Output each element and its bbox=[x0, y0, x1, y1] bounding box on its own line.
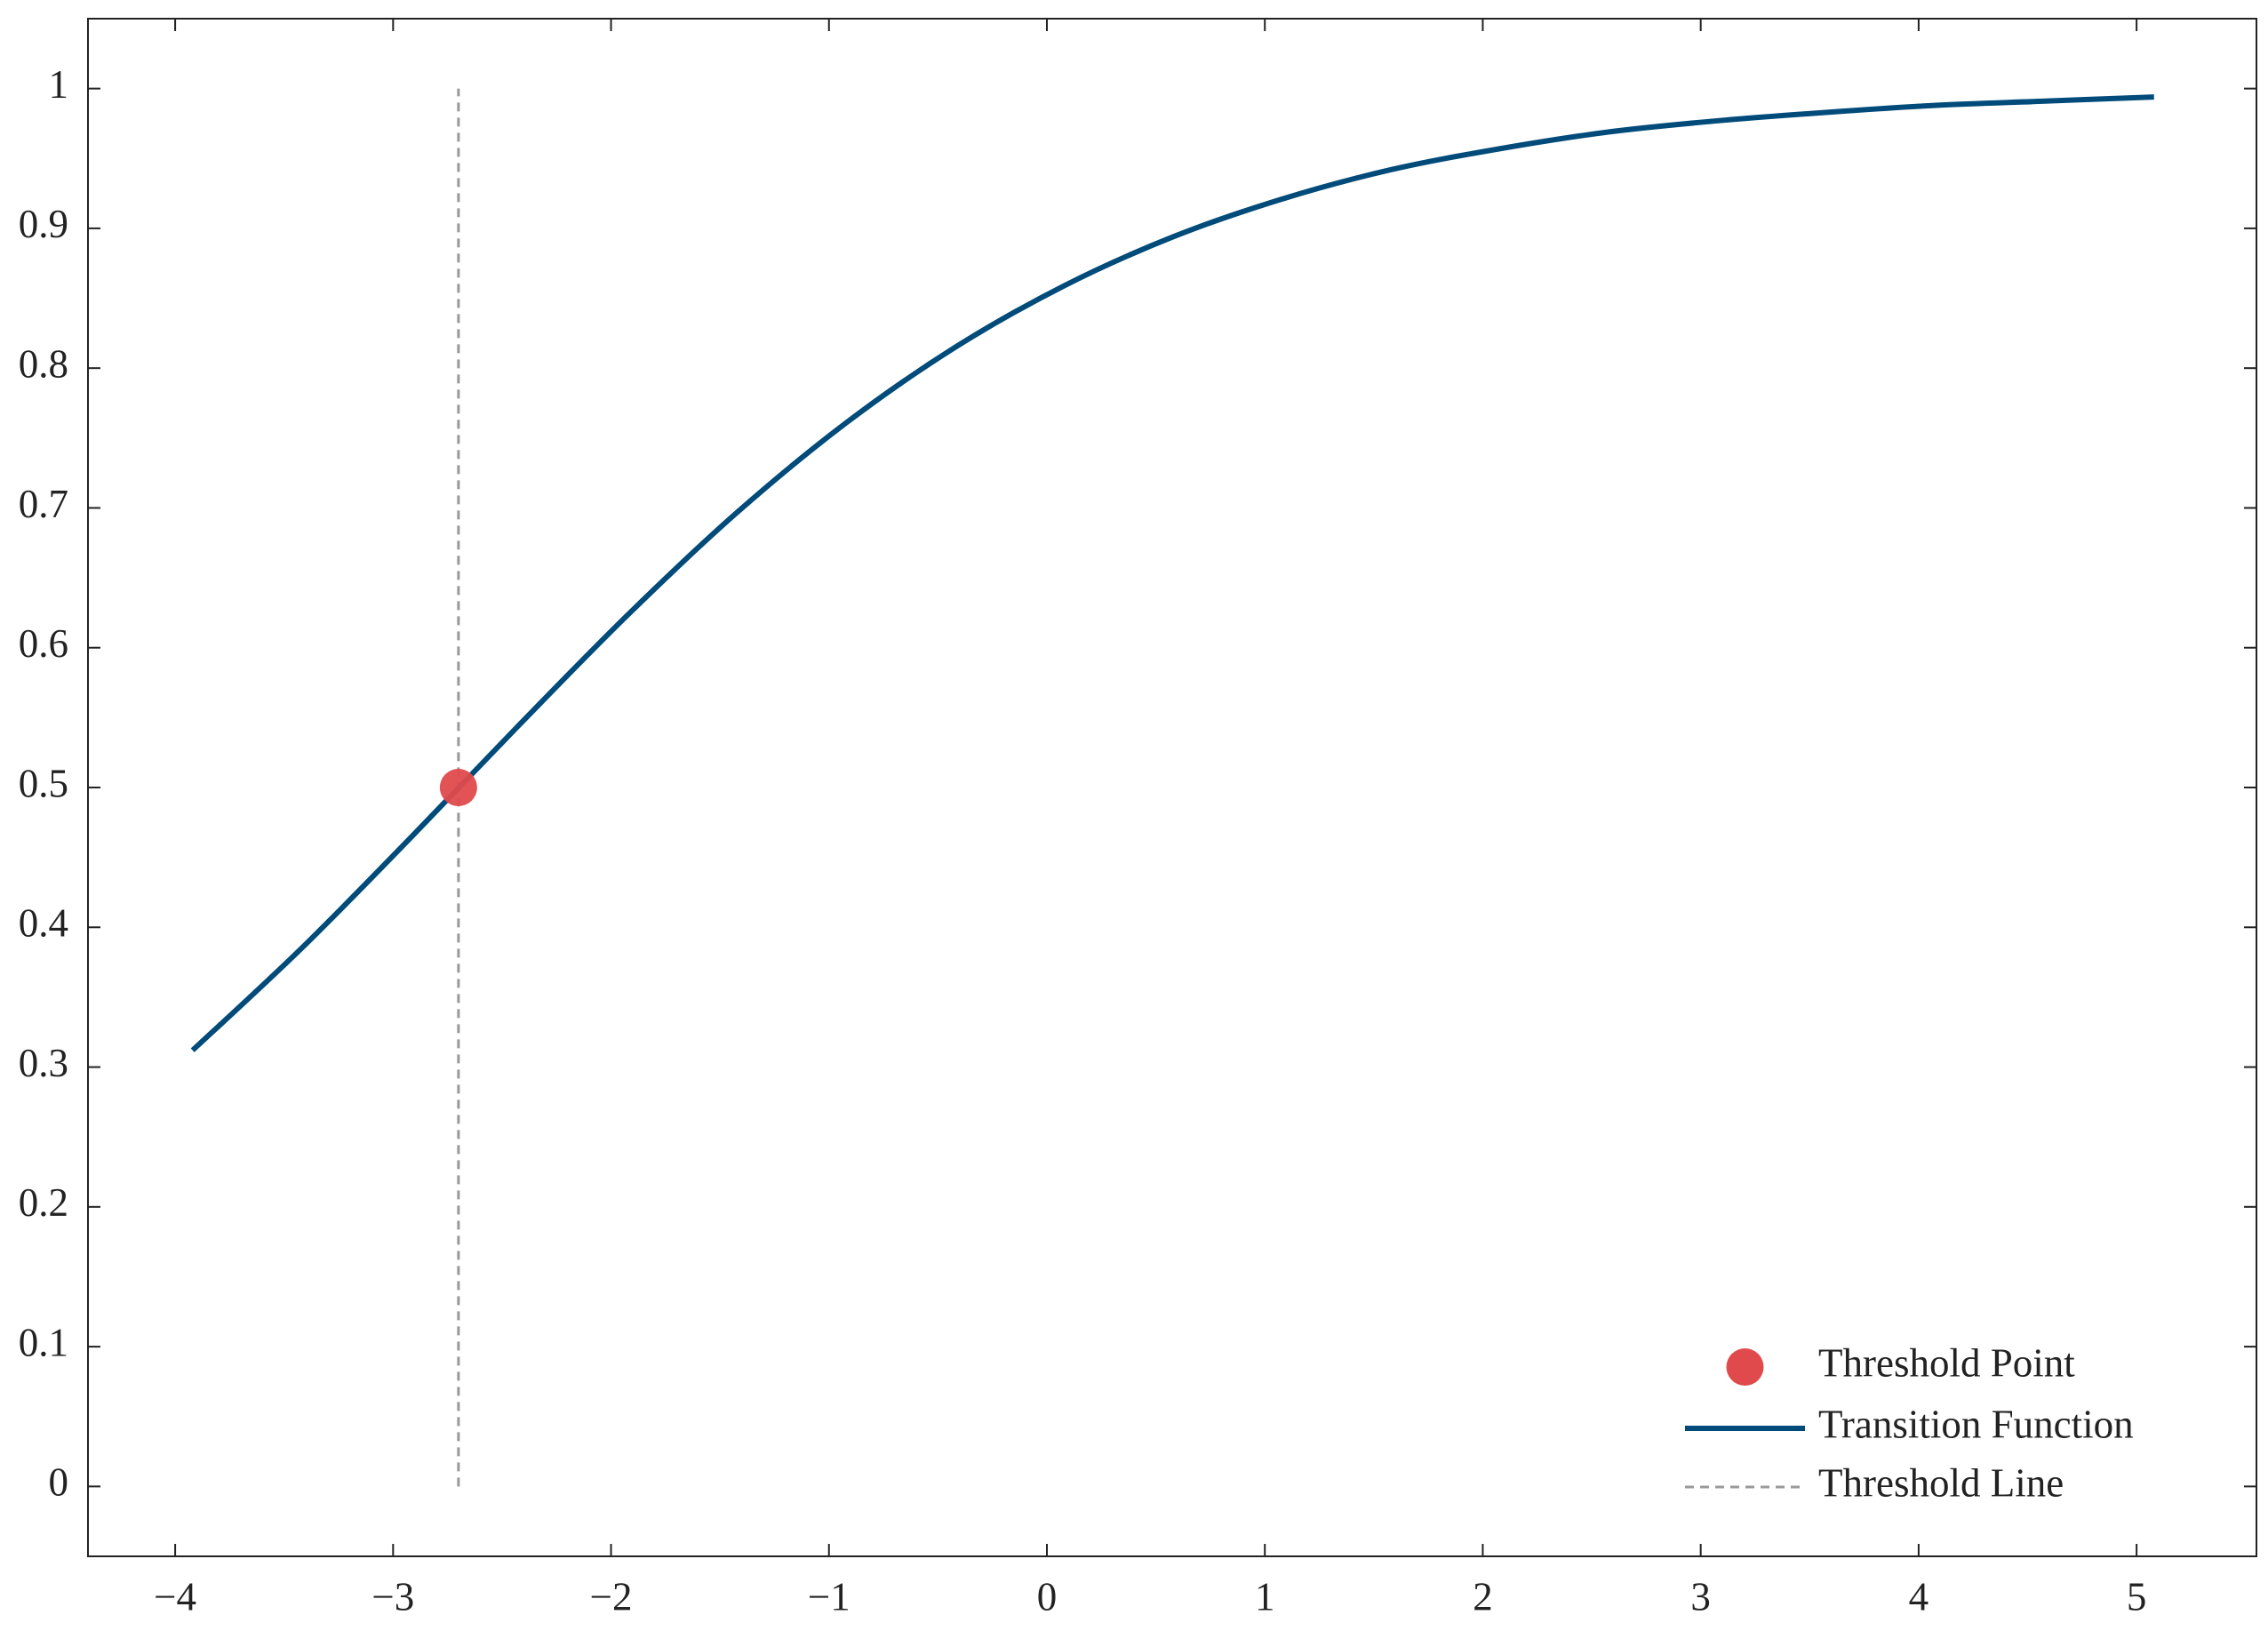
y-tick-label: 0.3 bbox=[19, 1041, 68, 1085]
x-tick-label: 5 bbox=[2127, 1574, 2147, 1619]
x-tick-label: −3 bbox=[371, 1574, 414, 1619]
y-tick-label: 0.5 bbox=[19, 761, 68, 805]
y-tick-label: 1 bbox=[49, 62, 69, 107]
y-tick-label: 0.1 bbox=[19, 1320, 68, 1364]
legend-marker bbox=[1726, 1348, 1764, 1386]
threshold-point bbox=[439, 769, 477, 806]
x-tick-label: −2 bbox=[590, 1574, 633, 1619]
x-tick-label: −4 bbox=[154, 1574, 196, 1619]
x-tick-label: 1 bbox=[1255, 1574, 1275, 1619]
y-tick-label: 0.6 bbox=[19, 621, 68, 666]
x-tick-label: 3 bbox=[1690, 1574, 1711, 1619]
y-tick-label: 0.2 bbox=[19, 1180, 68, 1225]
y-tick-label: 0.9 bbox=[19, 202, 68, 246]
x-tick-label: 2 bbox=[1473, 1574, 1493, 1619]
legend-label: Threshold Point bbox=[1818, 1340, 2075, 1385]
y-tick-label: 0.4 bbox=[19, 901, 68, 946]
y-tick-label: 0.8 bbox=[19, 342, 68, 387]
legend-label: Threshold Line bbox=[1818, 1460, 2064, 1505]
x-tick-label: 0 bbox=[1037, 1574, 1058, 1619]
plot-frame bbox=[87, 18, 2257, 1557]
x-tick-label: −1 bbox=[808, 1574, 850, 1619]
y-tick-label: 0.7 bbox=[19, 482, 68, 526]
x-tick-label: 4 bbox=[1909, 1574, 1929, 1619]
legend-label: Transition Function bbox=[1818, 1402, 2134, 1446]
y-tick-label: 0 bbox=[49, 1460, 69, 1505]
series-line bbox=[190, 94, 2154, 1052]
